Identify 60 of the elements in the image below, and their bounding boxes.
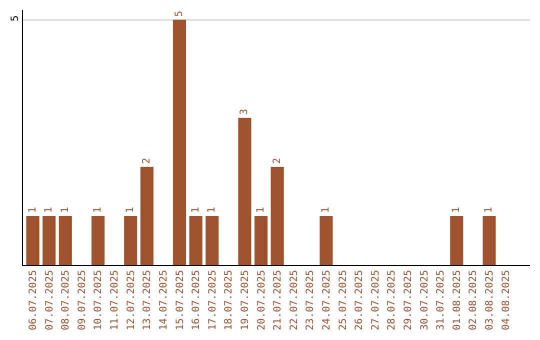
x-tick-label: 04.08.2025 (500, 270, 512, 330)
x-tick-label: 26.07.2025 (354, 270, 366, 330)
x-tick-label: 08.07.2025 (60, 270, 72, 330)
x-tick-label: 30.07.2025 (419, 270, 430, 330)
x-tick-label: 25.07.2025 (338, 270, 349, 330)
bar (172, 20, 186, 265)
bar (206, 216, 219, 265)
bar (238, 118, 252, 265)
x-tick-label: 02.08.2025 (468, 270, 480, 330)
x-tick-label: 11.07.2025 (110, 270, 121, 330)
data-label: 1 (484, 206, 495, 213)
data-label: 1 (27, 206, 38, 213)
bar (482, 216, 496, 265)
bar (58, 216, 72, 265)
x-tick-label: 28.07.2025 (386, 270, 398, 330)
x-tick-label: 19.07.2025 (240, 270, 251, 330)
data-label: 1 (125, 206, 136, 213)
bar (254, 216, 268, 265)
x-tick-label: 09.07.2025 (76, 270, 88, 330)
bar (26, 216, 40, 265)
data-label: 1 (320, 206, 332, 213)
bar (140, 166, 154, 265)
x-tick-label: 17.07.2025 (207, 270, 218, 330)
data-label: 2 (141, 158, 152, 164)
x-tick-label: 23.07.2025 (305, 270, 316, 330)
x-tick-label: 18.07.2025 (224, 270, 235, 330)
bar (42, 216, 56, 265)
x-tick-label: 15.07.2025 (174, 270, 186, 330)
bar (320, 216, 333, 265)
x-tick-label: 10.07.2025 (93, 270, 104, 330)
data-label: 1 (60, 206, 71, 213)
data-label: 1 (44, 206, 55, 213)
bar (450, 216, 464, 265)
x-tick-label: 22.07.2025 (288, 270, 300, 330)
x-tick-label: 03.08.2025 (484, 270, 496, 330)
x-tick-label: 13.07.2025 (142, 270, 154, 330)
bar (189, 216, 202, 265)
bar (270, 166, 284, 265)
data-label: 2 (272, 158, 283, 164)
x-tick-label: 06.07.2025 (28, 270, 40, 330)
x-tick-label: 07.07.2025 (44, 270, 56, 330)
x-tick-label: 29.07.2025 (402, 270, 414, 330)
data-label: 1 (256, 206, 267, 213)
x-tick-label: 27.07.2025 (370, 270, 382, 330)
bar (91, 216, 105, 265)
x-tick-label: 31.07.2025 (436, 270, 447, 330)
x-tick-label: 20.07.2025 (256, 270, 268, 330)
data-label: 5 (174, 10, 185, 17)
data-label: 1 (206, 206, 218, 213)
x-tick-label: 12.07.2025 (126, 270, 137, 330)
x-tick-label: 21.07.2025 (272, 270, 284, 330)
x-tick-label: 16.07.2025 (191, 270, 202, 330)
bar (124, 216, 138, 265)
x-tick-label: 01.08.2025 (452, 270, 463, 330)
data-label: 1 (451, 206, 462, 213)
data-label: 3 (239, 108, 250, 115)
data-label: 1 (92, 206, 104, 213)
x-tick-label: 24.07.2025 (321, 270, 332, 330)
data-label: 1 (190, 206, 202, 213)
x-tick-label: 14.07.2025 (158, 270, 170, 330)
